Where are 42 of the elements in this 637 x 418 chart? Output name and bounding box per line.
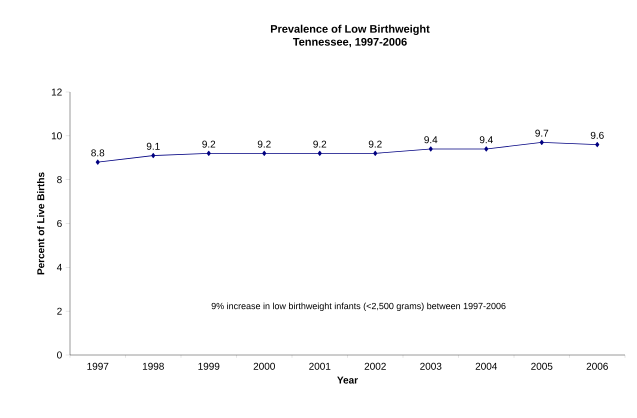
chart-title: Prevalence of Low Birthweight — [270, 24, 430, 35]
point — [595, 142, 600, 148]
y-tick-label: 12 — [52, 88, 62, 96]
x-tick-label: 2003 — [420, 362, 442, 370]
x-axis-title: Year — [337, 376, 358, 384]
y-tick-label: 10 — [52, 132, 62, 140]
annotation: 9% increase in low birthweight infants (<2,500 grams) between 1997-2006 — [212, 302, 506, 311]
point — [262, 150, 266, 156]
y-axis-title: Percent of Live Births — [36, 172, 44, 274]
data-label: 9.4 — [424, 136, 438, 144]
x-tick-label: 1998 — [142, 362, 164, 370]
data-label: 9.2 — [368, 140, 382, 148]
point — [428, 146, 433, 152]
data-label: 9.2 — [313, 140, 326, 148]
y-tick-label: 4 — [56, 264, 62, 271]
y-tick-label: 2 — [57, 308, 62, 315]
data-label: 9.4 — [480, 136, 493, 144]
y-tick-label: 8 — [57, 176, 62, 184]
data-label: 9.2 — [258, 140, 271, 148]
x-tick-label: 1999 — [198, 362, 220, 370]
data-label: 9.6 — [590, 132, 604, 139]
data-label: 8.8 — [91, 149, 104, 156]
point — [318, 150, 322, 156]
point — [373, 150, 378, 156]
y-tick-label: 6 — [57, 220, 62, 228]
x-tick-label: 2006 — [586, 362, 608, 370]
data-label: 9.1 — [146, 142, 160, 150]
point — [151, 152, 156, 158]
point — [540, 140, 544, 146]
x-tick-label: 2005 — [531, 362, 552, 370]
x-tick-label: 2000 — [254, 362, 275, 370]
data-label: 9.7 — [535, 130, 548, 137]
chart-subtitle: Tennessee, 1997-2006 — [292, 38, 407, 48]
point — [484, 146, 488, 152]
x-tick-label: 2004 — [476, 362, 498, 370]
y-tick-label: 0 — [57, 351, 62, 359]
point — [206, 150, 211, 156]
x-tick-label: 2001 — [309, 362, 330, 370]
x-tick-label: 2002 — [364, 362, 386, 370]
x-tick-label: 1997 — [87, 362, 108, 370]
data-label: 9.2 — [202, 140, 216, 148]
point — [96, 160, 100, 165]
